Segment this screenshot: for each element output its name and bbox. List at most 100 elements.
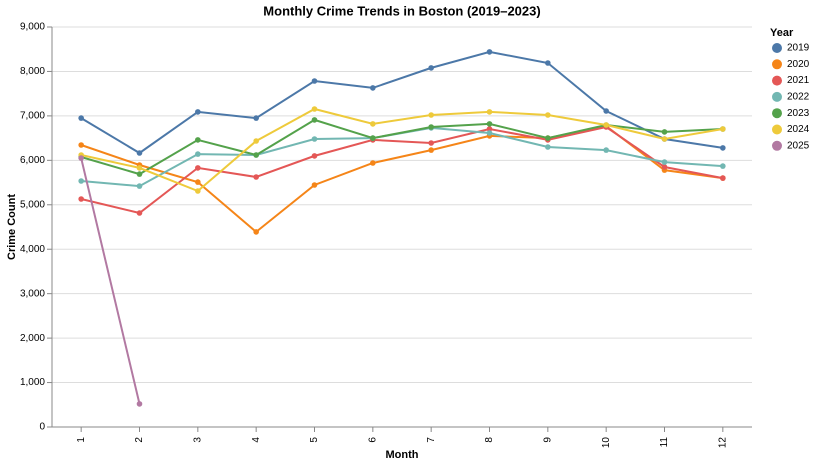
- y-tick-label: 3,000: [20, 288, 45, 299]
- x-tick-label: 4: [251, 437, 262, 443]
- legend-symbol: [772, 108, 782, 119]
- data-point: [661, 164, 668, 170]
- legend-label: 2020: [787, 59, 810, 70]
- data-point: [720, 175, 726, 181]
- legend-symbol: [772, 59, 782, 70]
- data-point: [428, 124, 434, 130]
- legend-symbol: [772, 140, 782, 151]
- data-point: [311, 136, 318, 142]
- data-point: [486, 130, 493, 136]
- legend-symbol: [772, 43, 782, 53]
- data-point: [370, 85, 376, 91]
- data-point: [136, 401, 143, 407]
- series-line: [80, 118, 723, 176]
- y-tick-label: 7,000: [20, 111, 45, 122]
- data-point: [720, 126, 726, 132]
- x-tick-label: 3: [192, 437, 203, 443]
- data-point: [545, 144, 551, 150]
- data-point: [661, 129, 668, 135]
- data-point: [486, 121, 493, 127]
- data-point: [311, 106, 318, 112]
- legend-title: Year: [770, 27, 794, 39]
- data-point: [311, 153, 318, 159]
- data-point: [136, 150, 143, 156]
- x-axis-label: Month: [386, 449, 419, 461]
- data-point: [545, 112, 551, 118]
- data-point: [195, 179, 201, 185]
- data-point: [253, 115, 259, 121]
- x-tick-label: 8: [484, 437, 495, 443]
- y-tick-label: 6,000: [20, 155, 45, 166]
- series-line: [80, 125, 724, 215]
- data-point: [486, 126, 493, 132]
- legend-symbol: [772, 124, 782, 135]
- y-tick-label: 8,000: [20, 66, 45, 77]
- data-point: [136, 171, 143, 177]
- y-tick-label: 2,000: [20, 333, 45, 344]
- y-axis-label: Crime Count: [6, 194, 18, 260]
- data-point: [253, 229, 259, 235]
- data-point: [311, 117, 318, 123]
- x-tick-label: 2: [134, 437, 145, 443]
- data-point: [720, 145, 726, 151]
- x-tick-label: 7: [426, 437, 437, 443]
- data-point: [370, 135, 376, 141]
- data-point: [253, 152, 259, 158]
- data-point: [195, 109, 201, 115]
- x-tick-label: 11: [659, 437, 670, 448]
- data-point: [136, 183, 143, 189]
- data-point: [661, 136, 668, 142]
- data-point: [720, 163, 726, 169]
- data-point: [428, 65, 434, 71]
- series-line: [80, 50, 723, 155]
- data-point: [428, 112, 434, 118]
- legend-label: 2019: [787, 43, 810, 54]
- x-tick-label: 12: [717, 437, 728, 449]
- legend-label: 2023: [787, 108, 810, 119]
- data-point: [136, 210, 143, 216]
- data-point: [603, 122, 609, 128]
- series-line: [80, 157, 141, 405]
- data-point: [253, 138, 259, 144]
- data-point: [195, 188, 201, 194]
- data-point: [428, 147, 434, 153]
- data-point: [311, 78, 318, 84]
- data-point: [253, 174, 259, 180]
- data-point: [428, 140, 434, 146]
- data-point: [545, 60, 551, 66]
- data-point: [195, 151, 201, 157]
- data-point: [486, 109, 493, 115]
- legend-label: 2024: [787, 124, 810, 135]
- y-tick-label: 9,000: [20, 22, 45, 33]
- data-point: [486, 49, 493, 55]
- data-point: [195, 137, 201, 143]
- data-point: [370, 121, 376, 127]
- data-point: [545, 135, 551, 141]
- x-tick-label: 1: [76, 437, 87, 443]
- data-point: [78, 142, 84, 148]
- y-tick-label: 1,000: [20, 377, 45, 388]
- x-tick-label: 6: [367, 437, 378, 443]
- x-tick-label: 9: [542, 437, 553, 443]
- y-tick-label: 0: [39, 422, 45, 433]
- data-point: [195, 165, 201, 171]
- data-point: [78, 178, 84, 184]
- legend-label: 2022: [787, 92, 810, 103]
- y-tick-label: 4,000: [20, 244, 45, 255]
- data-point: [78, 115, 84, 121]
- x-tick-label: 10: [601, 437, 612, 449]
- data-point: [370, 160, 376, 166]
- series-line: [80, 107, 724, 193]
- data-point: [603, 147, 609, 153]
- data-point: [78, 155, 84, 161]
- legend-symbol: [772, 91, 782, 102]
- data-point: [311, 182, 318, 188]
- data-point: [136, 165, 143, 171]
- chart-title: Monthly Crime Trends in Boston (2019–202…: [263, 3, 540, 18]
- data-point: [603, 108, 609, 114]
- legend-label: 2025: [787, 140, 810, 151]
- legend-symbol: [772, 75, 782, 86]
- data-point: [78, 196, 84, 202]
- data-point: [661, 159, 668, 165]
